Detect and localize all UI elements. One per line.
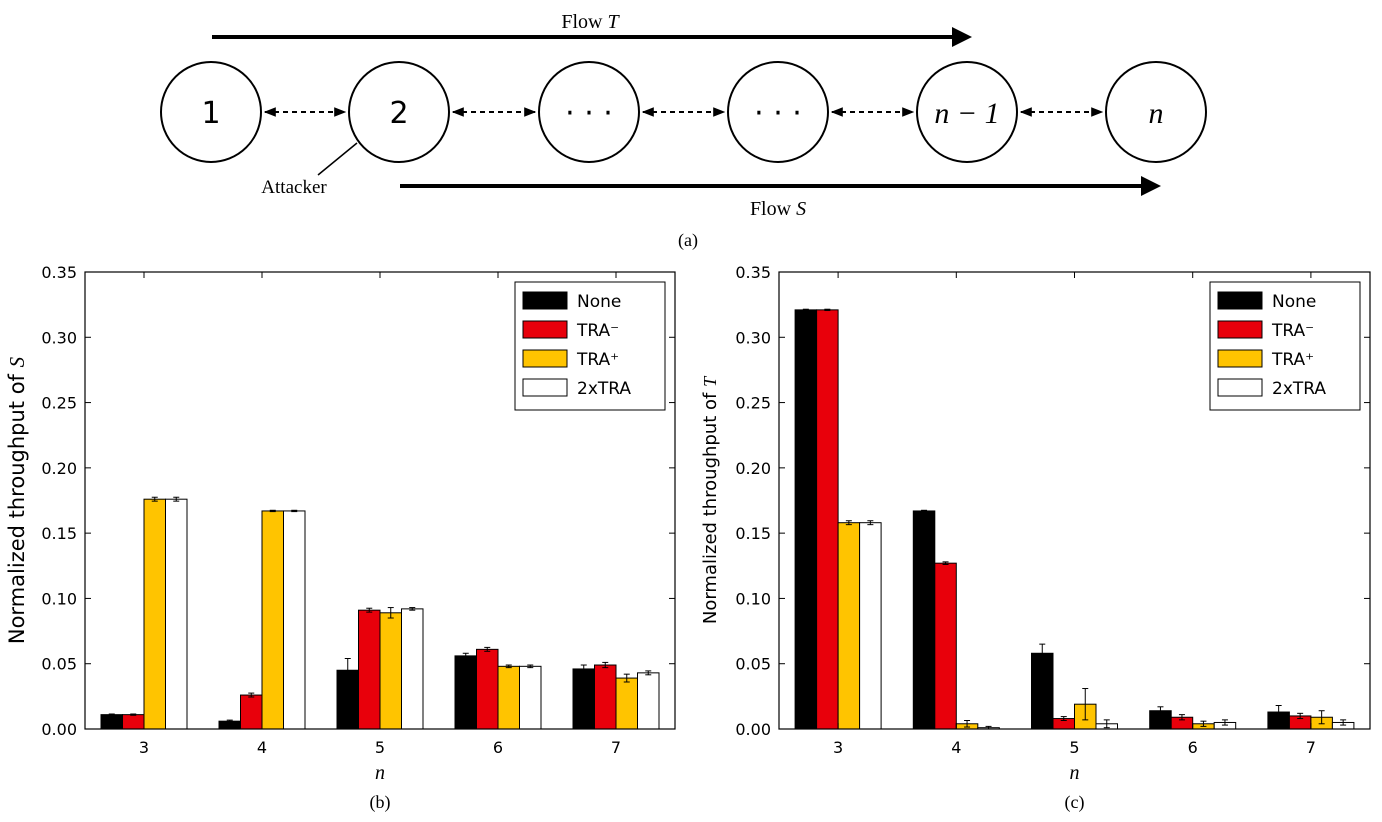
- bar: [1031, 652, 1054, 730]
- node-label: 2: [389, 96, 408, 131]
- x-tick-label: 7: [611, 738, 621, 757]
- legend-swatch: [1217, 320, 1263, 339]
- y-axis-label: Normalized throughput of S: [5, 356, 29, 644]
- bar: [401, 608, 424, 730]
- legend-label: 2xTRA: [577, 379, 631, 399]
- node-group: 1 2 · · · · · · n − 1 n: [160, 61, 1207, 163]
- legend-label: None: [1272, 292, 1316, 312]
- legend-label: TRA⁻: [1271, 321, 1314, 341]
- flow-t-label: Flow T: [561, 11, 620, 33]
- legend-swatch: [1217, 291, 1263, 310]
- x-axis-label: n: [375, 762, 385, 784]
- legend-swatch: [522, 349, 568, 368]
- plot-frame: [778, 271, 1371, 730]
- legend-swatch: [522, 291, 568, 310]
- x-tick-label: 6: [493, 738, 503, 757]
- bar: [240, 694, 263, 730]
- x-tick-label: 5: [375, 738, 385, 757]
- legend-label: TRA⁻: [576, 321, 619, 341]
- y-tick-label: 0.00: [41, 720, 77, 739]
- y-tick-label: 0.20: [735, 459, 771, 478]
- bar: [572, 668, 595, 730]
- chart-b: 0.00 0.05 0.10 0.15 0.20 0.25 0.30 0.35 3 4 5 6 7 n No…: [5, 263, 676, 813]
- bar: [837, 522, 861, 730]
- bar: [794, 309, 818, 730]
- y-tick-label: 0.25: [41, 394, 77, 413]
- node-circle: [727, 61, 829, 163]
- node-circle: [348, 61, 450, 163]
- y-tick-label: 0.30: [735, 328, 771, 347]
- bar: [165, 498, 188, 730]
- y-tick-label: 0.30: [41, 328, 77, 347]
- chart-c: 0.00 0.05 0.10 0.15 0.20 0.25 0.30 0.35 3 4 5 6 7 n No…: [700, 263, 1371, 813]
- legend-swatch: [522, 320, 568, 339]
- legend-swatch: [522, 378, 568, 397]
- plot-frame: [84, 271, 676, 730]
- legend-swatch: [1217, 378, 1263, 397]
- bar: [100, 714, 123, 730]
- node-circle: [1105, 61, 1207, 163]
- node-label: 1: [201, 96, 220, 131]
- x-tick-label: 3: [139, 738, 149, 757]
- bar: [816, 309, 839, 730]
- chart-caption: (c): [1065, 792, 1085, 813]
- y-tick-label: 0.15: [735, 524, 771, 543]
- x-tick-label: 4: [257, 738, 267, 757]
- y-tick-label: 0.10: [735, 589, 771, 608]
- x-tick-label: 4: [951, 738, 961, 757]
- y-tick-label: 0.05: [41, 655, 77, 674]
- bar: [379, 612, 402, 730]
- legend-label: None: [577, 292, 621, 312]
- x-tick-label: 3: [833, 738, 843, 757]
- node-label: n: [1149, 97, 1164, 130]
- attacker-pointer-line: [317, 142, 358, 176]
- bar: [476, 648, 499, 730]
- y-tick-label: 0.20: [41, 459, 77, 478]
- y-tick-label: 0.05: [735, 655, 771, 674]
- node-label: · · ·: [754, 96, 802, 131]
- x-tick-label: 5: [1069, 738, 1079, 757]
- y-tick-label: 0.15: [41, 524, 77, 543]
- node-label: · · ·: [565, 96, 613, 131]
- y-tick-label: 0.10: [41, 589, 77, 608]
- x-tick-label: 7: [1306, 738, 1316, 757]
- y-tick-label: 0.35: [41, 263, 77, 282]
- node-label: n − 1: [934, 97, 999, 130]
- legend-label: TRA⁺: [576, 350, 619, 370]
- legend-label: TRA⁺: [1271, 350, 1314, 370]
- attacker-label: Attacker: [261, 177, 327, 198]
- bar: [934, 562, 957, 730]
- chart-caption: (b): [370, 792, 391, 813]
- node-circle: [538, 61, 640, 163]
- legend-label: 2xTRA: [1272, 379, 1326, 399]
- bar: [615, 677, 638, 730]
- y-tick-label: 0.35: [735, 263, 771, 282]
- bar: [497, 665, 520, 730]
- bar: [122, 714, 145, 730]
- bar: [358, 609, 381, 730]
- bar: [594, 664, 617, 730]
- bar: [261, 510, 284, 730]
- node-circle: [916, 61, 1018, 163]
- bar: [859, 522, 882, 730]
- legend-swatch: [1217, 349, 1263, 368]
- bar: [283, 510, 306, 730]
- flow-s-label: Flow S: [750, 198, 806, 220]
- bar: [454, 655, 477, 730]
- node-circle: [160, 61, 262, 163]
- diagram-caption: (a): [678, 230, 698, 251]
- bar: [519, 665, 542, 730]
- bar: [637, 672, 660, 730]
- y-axis-label: Normalized throughput of T: [700, 375, 721, 624]
- x-axis-label: n: [1070, 762, 1080, 784]
- network-diagram: Flow T 1 2 · · · · · · n − 1 n Attacker Flow …: [160, 11, 1207, 251]
- x-tick-label: 6: [1188, 738, 1198, 757]
- y-tick-label: 0.00: [735, 720, 771, 739]
- bar: [143, 498, 166, 730]
- y-tick-label: 0.25: [735, 394, 771, 413]
- bar: [912, 510, 936, 730]
